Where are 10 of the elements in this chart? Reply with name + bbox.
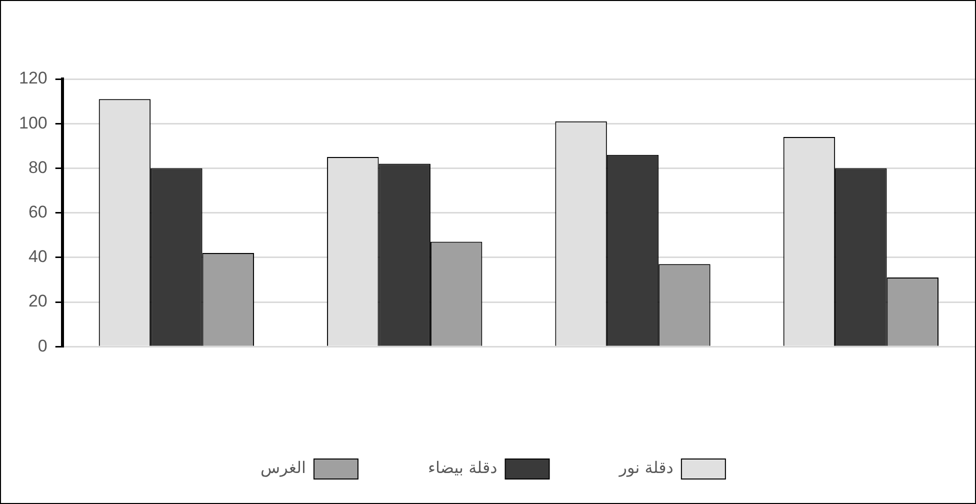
y-tick-label: 120 bbox=[18, 68, 48, 88]
y-tick-label: 0 bbox=[38, 336, 48, 356]
y-tick-label: 20 bbox=[28, 292, 48, 311]
legend-label: دقلة بيضاء bbox=[428, 458, 498, 478]
y-tick-label: 60 bbox=[28, 202, 48, 222]
y-tick-label: 100 bbox=[18, 113, 48, 132]
legend-label: الغرس bbox=[260, 458, 306, 478]
y-tick-label: 80 bbox=[28, 158, 48, 177]
y-tick-label: 40 bbox=[28, 247, 48, 266]
legend-label: دقلة نور bbox=[618, 458, 674, 478]
